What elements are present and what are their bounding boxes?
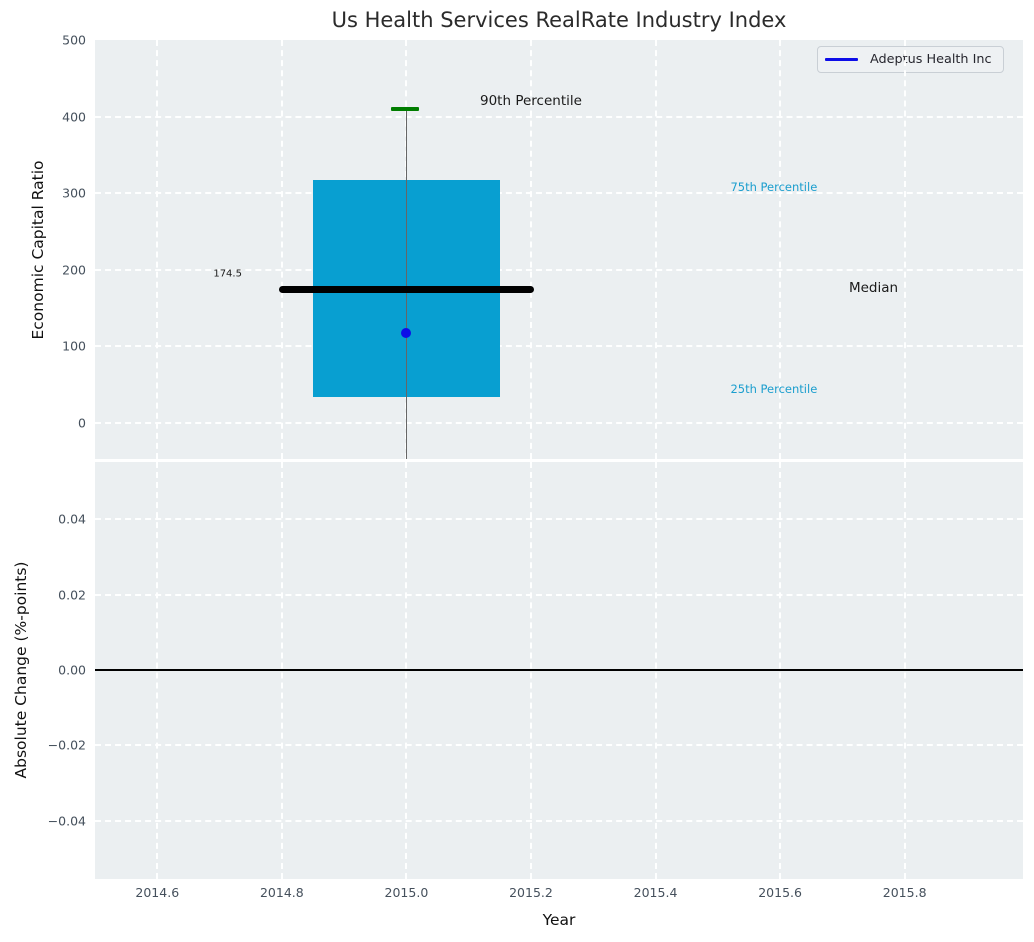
y-tick-label: 0.04 bbox=[58, 511, 86, 527]
y-tick-label: 0.02 bbox=[58, 587, 86, 603]
boxplot-median-line bbox=[278, 285, 535, 293]
gridline-h bbox=[95, 345, 1023, 348]
gridline-v bbox=[654, 40, 657, 459]
company-data-point bbox=[401, 327, 412, 338]
gridline-h bbox=[95, 268, 1023, 271]
gridline-v bbox=[779, 40, 782, 459]
boxplot-90th-cap bbox=[390, 107, 419, 111]
annotation-25th-percentile: 25th Percentile bbox=[730, 382, 818, 397]
y-tick-label: 400 bbox=[62, 109, 86, 125]
y-tick-label: −0.02 bbox=[47, 737, 86, 753]
x-tick-label: 2015.0 bbox=[384, 885, 429, 900]
annotation-174-5: 174.5 bbox=[213, 268, 242, 280]
top-axes bbox=[95, 40, 1023, 459]
gridline-v bbox=[156, 40, 159, 459]
gridline-h bbox=[95, 192, 1023, 195]
legend-line-icon bbox=[825, 58, 858, 61]
y-tick-label: 200 bbox=[62, 262, 86, 278]
y-tick-label: 300 bbox=[62, 185, 86, 201]
annotation-75th-percentile: 75th Percentile bbox=[730, 180, 818, 195]
gridline-v bbox=[529, 40, 532, 459]
x-axis-label: Year bbox=[542, 911, 576, 929]
gridline-h bbox=[95, 593, 1023, 596]
gridline-v bbox=[903, 40, 906, 459]
gridline-h bbox=[95, 421, 1023, 424]
legend: Adeptus Health Inc bbox=[817, 46, 1004, 73]
y-tick-label: 100 bbox=[62, 338, 86, 354]
legend-label: Adeptus Health Inc bbox=[870, 52, 992, 67]
gridline-h bbox=[95, 744, 1023, 747]
zero-line bbox=[95, 668, 1023, 671]
y-tick-label: 0 bbox=[78, 415, 86, 431]
y-tick-label: 500 bbox=[62, 32, 86, 48]
annotation-90th-percentile: 90th Percentile bbox=[480, 93, 582, 110]
chart-title: Us Health Services RealRate Industry Ind… bbox=[331, 8, 787, 32]
x-tick-label: 2015.8 bbox=[882, 885, 927, 900]
gridline-h bbox=[95, 819, 1023, 822]
gridline-v bbox=[280, 40, 283, 459]
y-tick-label: −0.04 bbox=[47, 813, 86, 829]
boxplot-whisker bbox=[405, 108, 407, 459]
x-tick-label: 2014.6 bbox=[135, 885, 180, 900]
x-tick-label: 2015.2 bbox=[509, 885, 553, 900]
gridline-h bbox=[95, 518, 1023, 521]
x-tick-label: 2015.6 bbox=[758, 885, 802, 900]
x-tick-label: 2015.4 bbox=[633, 885, 678, 900]
x-tick-label: 2014.8 bbox=[259, 885, 304, 900]
annotation-median: Median bbox=[848, 280, 899, 297]
gridline-h bbox=[95, 115, 1023, 118]
y-tick-label: 0.00 bbox=[58, 662, 86, 678]
